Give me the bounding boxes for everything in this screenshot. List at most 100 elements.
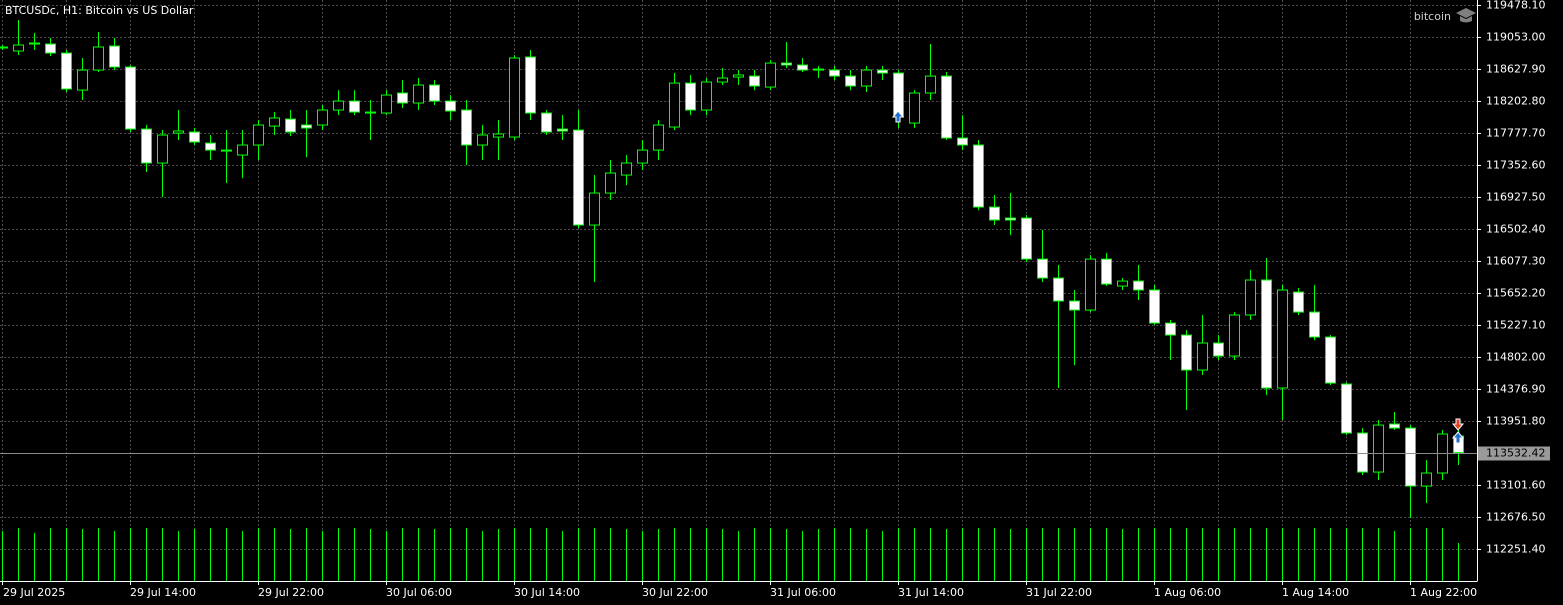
candle-body [1213, 342, 1224, 357]
candle-body [861, 69, 872, 87]
candle-body [317, 109, 328, 126]
candle-body [1293, 291, 1304, 313]
candle-body [653, 124, 664, 151]
candle-body [285, 118, 296, 133]
candle-body [381, 94, 392, 114]
candle-body [1165, 322, 1176, 336]
candle-body [1389, 423, 1400, 429]
candle-body [989, 206, 1000, 221]
y-tick-label: 113101.60 [1486, 479, 1546, 492]
candle-body [1261, 279, 1272, 389]
candle-body [797, 64, 808, 71]
candle-body [765, 62, 776, 88]
candle-body [0, 46, 8, 49]
candle-body [509, 57, 520, 138]
candle-body [957, 137, 968, 146]
candle-body [429, 84, 440, 102]
candle-body [733, 74, 744, 78]
candle-body [1149, 289, 1160, 324]
candle-body [941, 75, 952, 139]
candle-body [1037, 258, 1048, 279]
candle-body [749, 75, 760, 87]
candle-body [605, 172, 616, 194]
candle-body [621, 162, 632, 176]
x-tick-label: 29 Jul 2025 [3, 586, 65, 599]
candle-body [1005, 217, 1016, 221]
candle-body [157, 134, 168, 164]
candle-body [557, 128, 568, 132]
candle-body [1357, 432, 1368, 473]
candle-body [1117, 280, 1128, 287]
price-label: 113532.42 [1486, 447, 1546, 460]
y-tick-label: 119478.10 [1486, 0, 1546, 12]
candle-body [125, 66, 136, 130]
candle-body [29, 42, 40, 45]
candle-body [525, 56, 536, 114]
candle-body [1373, 424, 1384, 473]
candle-body [493, 133, 504, 138]
candle-body [461, 109, 472, 146]
x-tick-label: 31 Jul 22:00 [1026, 586, 1092, 599]
y-tick-label: 115652.20 [1486, 287, 1546, 300]
x-tick-label: 30 Jul 06:00 [386, 586, 452, 599]
candle-body [781, 62, 792, 66]
candle-body [637, 149, 648, 164]
candle-body [909, 92, 920, 124]
y-tick-label: 113951.80 [1486, 415, 1546, 428]
candle-body [221, 149, 232, 152]
candle-body [1421, 472, 1432, 487]
x-tick-label: 1 Aug 22:00 [1410, 586, 1477, 599]
y-tick-label: 119053.00 [1486, 31, 1546, 44]
candle-body [349, 100, 360, 113]
y-tick-label: 116927.50 [1486, 191, 1546, 204]
candle-body [189, 131, 200, 143]
watermark-icon [1456, 8, 1476, 23]
candle-body [173, 130, 184, 134]
y-tick-label: 118202.80 [1486, 95, 1546, 108]
candle-body [109, 45, 120, 68]
candle-body [477, 134, 488, 146]
candle-body [717, 77, 728, 83]
candle-body [589, 192, 600, 226]
candle-body [1181, 334, 1192, 371]
candle-body [141, 128, 152, 164]
trade-markers [891, 110, 1465, 444]
candle-body [397, 92, 408, 104]
candle-body [877, 69, 888, 74]
candle-body [973, 144, 984, 208]
x-tick-label: 30 Jul 14:00 [514, 586, 580, 599]
watermark: bitcoin [1414, 10, 1451, 23]
candle-body [1197, 342, 1208, 371]
y-tick-label: 114802.00 [1486, 351, 1546, 364]
candle-body [1405, 427, 1416, 487]
x-tick-label: 29 Jul 22:00 [258, 586, 324, 599]
candle-body [269, 117, 280, 127]
candle-body [301, 124, 312, 129]
candle-body [893, 72, 904, 118]
candle-body [541, 112, 552, 133]
candle-body [1053, 277, 1064, 302]
x-tick-label: 29 Jul 14:00 [130, 586, 196, 599]
candle-body [13, 44, 24, 52]
candle-body [77, 69, 88, 91]
candle-body [205, 142, 216, 151]
candle-body [1309, 311, 1320, 338]
candle-body [365, 111, 376, 114]
y-tick-label: 112676.50 [1486, 511, 1546, 524]
candle-body [237, 144, 248, 156]
y-tick-label: 114376.90 [1486, 383, 1546, 396]
candle-body [93, 46, 104, 71]
x-tick-label: 1 Aug 14:00 [1282, 586, 1349, 599]
candle-body [1021, 217, 1032, 260]
candle-body [333, 100, 344, 111]
x-tick-label: 31 Jul 14:00 [898, 586, 964, 599]
candle-body [669, 82, 680, 128]
y-tick-label: 118627.90 [1486, 63, 1546, 76]
candle-body [845, 75, 856, 87]
candle-body [1101, 258, 1112, 285]
y-tick-label: 116077.30 [1486, 255, 1546, 268]
